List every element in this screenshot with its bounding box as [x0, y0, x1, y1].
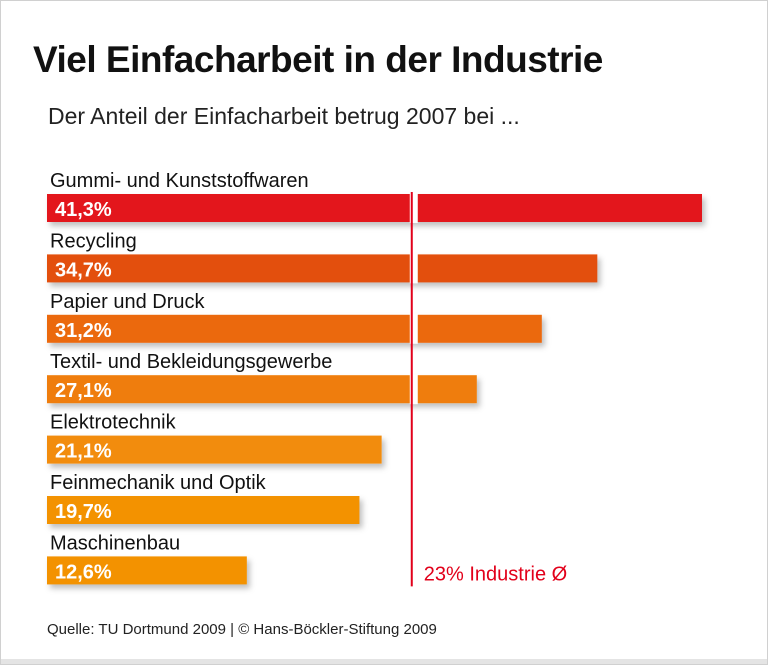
- value-label: 27,1%: [55, 380, 112, 402]
- reference-gap: [409, 193, 418, 223]
- value-label: 12,6%: [55, 561, 112, 583]
- bottom-border: [1, 659, 767, 664]
- value-label: 31,2%: [55, 320, 112, 342]
- bar-6: [47, 496, 360, 524]
- reference-label: 23% Industrie Ø: [424, 563, 567, 585]
- value-label: 41,3%: [55, 199, 112, 221]
- value-label: 21,1%: [55, 441, 112, 463]
- category-label: Elektrotechnik: [50, 412, 177, 434]
- category-label: Gummi- und Kunststoffwaren: [50, 170, 309, 192]
- category-label: Textil- und Bekleidungsgewerbe: [50, 351, 332, 373]
- bar-5: [47, 435, 382, 464]
- chart-subtitle: Der Anteil der Einfacharbeit betrug 2007…: [48, 103, 520, 129]
- reference-gap: [409, 253, 418, 284]
- reference-gap: [409, 313, 418, 344]
- category-label: Papier und Druck: [50, 291, 206, 313]
- bar-4: [47, 375, 477, 404]
- bar-2: [47, 254, 598, 283]
- category-label: Maschinenbau: [50, 532, 180, 554]
- bar-1: [47, 194, 702, 222]
- reference-gap: [409, 374, 418, 405]
- category-label: Feinmechanik und Optik: [50, 472, 267, 494]
- value-label: 34,7%: [55, 259, 112, 281]
- bar-3: [47, 314, 542, 343]
- source-note: Quelle: TU Dortmund 2009 | © Hans-Böckle…: [47, 621, 437, 638]
- value-label: 19,7%: [55, 501, 112, 523]
- category-label: Recycling: [50, 230, 137, 252]
- chart-title: Viel Einfacharbeit in der Industrie: [33, 39, 603, 80]
- bar-7: [47, 556, 247, 585]
